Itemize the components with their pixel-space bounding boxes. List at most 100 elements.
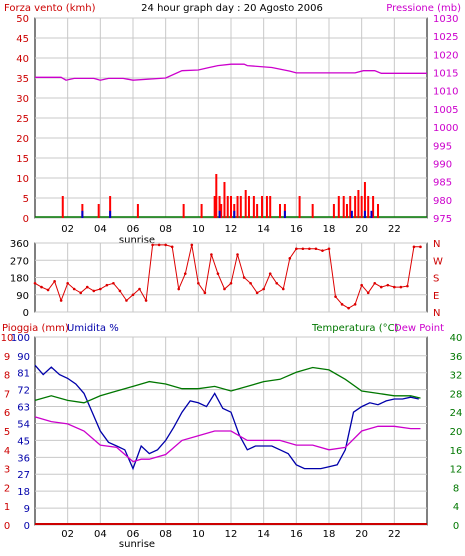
direction-point bbox=[72, 287, 76, 291]
wind-xtick-label: 18 bbox=[323, 224, 336, 235]
humidity-ytick-label: 0 bbox=[24, 521, 30, 532]
wind-xtick-label: 06 bbox=[127, 224, 140, 235]
direction-point bbox=[275, 281, 279, 285]
direction-point bbox=[236, 253, 239, 256]
direction-point bbox=[190, 243, 194, 247]
pressure-ytick-label: 990 bbox=[433, 159, 452, 170]
direction-ytick-label: 360 bbox=[10, 239, 29, 250]
temp-ytick-label: 16 bbox=[450, 446, 463, 457]
humidity-ytick-label: 100 bbox=[11, 333, 30, 344]
direction-point bbox=[223, 287, 226, 291]
direction-point bbox=[33, 281, 37, 285]
direction-point bbox=[144, 299, 148, 302]
pressure-ytick-label: 1020 bbox=[433, 50, 458, 61]
rain-ytick-label: 0 bbox=[4, 521, 10, 532]
direction-point bbox=[399, 285, 403, 289]
direction-point bbox=[242, 276, 246, 279]
humidity-ytick-label: 54 bbox=[17, 419, 30, 430]
series-temp-line bbox=[34, 366, 421, 404]
wind-xtick-label: 02 bbox=[61, 224, 74, 235]
temp-ytick-label: 20 bbox=[450, 427, 463, 438]
direction-point bbox=[105, 283, 109, 287]
humidity-xtick-label: 12 bbox=[225, 529, 238, 540]
humidity-ytick-label: 72 bbox=[17, 386, 30, 397]
humidity-xtick-label: 06 bbox=[127, 529, 140, 540]
humidity-xtick-label: 20 bbox=[355, 529, 368, 540]
sunrise-label-top: sunrise bbox=[119, 235, 155, 246]
sunrise-label-bottom: sunrise bbox=[119, 539, 155, 550]
direction-point bbox=[46, 288, 50, 292]
direction-point bbox=[262, 287, 265, 291]
direction-compass-label: W bbox=[433, 256, 443, 267]
temp-ytick-label: 24 bbox=[450, 408, 463, 419]
temp-ytick-label: 8 bbox=[453, 483, 459, 494]
humidity-ytick-label: 27 bbox=[17, 470, 30, 481]
direction-compass-label: N bbox=[433, 239, 440, 250]
humidity-ytick-label: 90 bbox=[17, 352, 30, 363]
humidity-ytick-label: 81 bbox=[17, 369, 30, 380]
direction-point bbox=[406, 284, 409, 288]
direction-point bbox=[314, 247, 318, 251]
direction-compass-label: S bbox=[433, 274, 439, 285]
direction-point bbox=[157, 243, 161, 247]
humidity-axis-label: Umidita % bbox=[67, 323, 119, 334]
temp-ytick-label: 36 bbox=[450, 352, 463, 363]
temp-ytick-label: 12 bbox=[450, 465, 463, 476]
direction-ytick-label: 90 bbox=[16, 291, 29, 302]
humidity-xtick-label: 10 bbox=[192, 529, 205, 540]
direction-point bbox=[295, 247, 298, 251]
chart-title: 24 hour graph day : 20 Agosto 2006 bbox=[141, 3, 323, 14]
direction-point bbox=[151, 243, 154, 247]
wind-xtick-label: 20 bbox=[355, 224, 368, 235]
series-temp-line bbox=[34, 416, 421, 463]
direction-point bbox=[229, 281, 233, 285]
wind-ytick-label: 5 bbox=[23, 194, 29, 205]
rain-ytick-label: 1 bbox=[4, 502, 10, 513]
direction-ytick-label: 0 bbox=[23, 308, 29, 319]
wind-ytick-label: 35 bbox=[16, 74, 29, 85]
rain-ytick-label: 10 bbox=[1, 333, 14, 344]
direction-point bbox=[386, 283, 390, 287]
direction-point bbox=[112, 281, 115, 285]
humidity-ytick-label: 36 bbox=[17, 453, 30, 464]
rain-ytick-label: 3 bbox=[4, 465, 10, 476]
temp-ytick-label: 4 bbox=[453, 502, 459, 513]
humidity-ytick-label: 63 bbox=[17, 403, 30, 414]
wind-ytick-label: 10 bbox=[16, 174, 29, 185]
direction-point bbox=[379, 285, 383, 289]
direction-point bbox=[197, 281, 200, 285]
wind-xtick-label: 14 bbox=[257, 224, 270, 235]
direction-point bbox=[419, 245, 422, 249]
direction-point bbox=[373, 281, 377, 285]
wind-ytick-label: 0 bbox=[23, 214, 29, 225]
wind-ytick-label: 15 bbox=[16, 154, 29, 165]
direction-point bbox=[334, 295, 337, 298]
pressure-ytick-label: 1010 bbox=[433, 87, 458, 98]
pressure-ytick-label: 980 bbox=[433, 196, 452, 207]
pressure-axis-label: Pressione (mb) bbox=[386, 3, 461, 14]
direction-point bbox=[138, 287, 141, 291]
humidity-ytick-label: 45 bbox=[17, 436, 30, 447]
pressure-ytick-label: 995 bbox=[433, 141, 452, 152]
direction-point bbox=[131, 293, 135, 297]
direction-point bbox=[216, 272, 220, 275]
humidity-xtick-label: 04 bbox=[94, 529, 107, 540]
dewpoint-axis-label: Dew Point bbox=[394, 323, 444, 334]
rain-ytick-label: 8 bbox=[4, 371, 10, 382]
rain-ytick-label: 4 bbox=[4, 446, 10, 457]
temp-ytick-label: 40 bbox=[450, 333, 463, 344]
direction-point bbox=[40, 285, 43, 289]
humidity-ytick-label: 9 bbox=[24, 504, 30, 515]
wind-ytick-label: 50 bbox=[16, 14, 29, 25]
direction-point bbox=[327, 247, 331, 251]
temp-ytick-label: 28 bbox=[450, 389, 463, 400]
pressure-ytick-label: 1000 bbox=[433, 123, 458, 134]
humidity-ytick-label: 18 bbox=[17, 487, 30, 498]
direction-point bbox=[255, 291, 259, 295]
direction-point bbox=[301, 247, 305, 251]
direction-point bbox=[177, 287, 181, 291]
wind-xtick-label: 16 bbox=[290, 224, 303, 235]
direction-point bbox=[268, 272, 272, 275]
